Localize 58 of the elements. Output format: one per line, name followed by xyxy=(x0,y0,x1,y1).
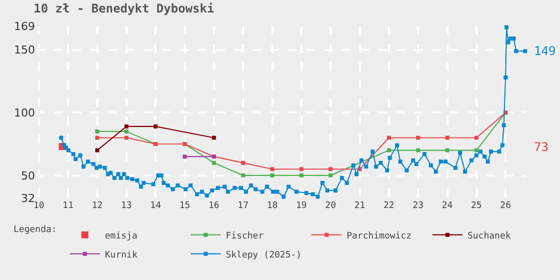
y-tick-label: 32 xyxy=(21,192,35,205)
point xyxy=(124,129,128,134)
x-tick-label: 25 xyxy=(471,201,482,211)
x-tick-label: 21 xyxy=(354,201,366,211)
point xyxy=(445,136,450,140)
point xyxy=(154,124,158,128)
x-tick-label: 23 xyxy=(412,201,424,211)
x-tick-label: 19 xyxy=(296,201,307,211)
point xyxy=(299,173,304,178)
text: 73 xyxy=(534,140,548,154)
x-tick-label: 24 xyxy=(442,201,453,211)
point xyxy=(95,148,100,152)
point xyxy=(182,154,187,159)
legend-label: emisja xyxy=(104,231,138,242)
x-tick-label: 17 xyxy=(238,201,248,211)
point xyxy=(328,167,333,172)
x-tick-label: 14 xyxy=(150,201,161,211)
point xyxy=(95,136,100,140)
y-tick-label: 50 xyxy=(21,169,35,182)
x-tick-label: 26 xyxy=(500,201,511,211)
point xyxy=(270,173,274,178)
legend-label: Suchanek xyxy=(467,231,512,242)
point xyxy=(124,124,128,128)
legend-label: Kurnik xyxy=(104,250,138,260)
legend-title: Legenda: xyxy=(14,225,57,236)
x-tick-label: 22 xyxy=(384,201,394,211)
point xyxy=(416,148,420,152)
point xyxy=(212,160,216,165)
legend-label: Sklepy (2025-) xyxy=(226,250,302,260)
point xyxy=(386,136,391,140)
x-tick-label: 11 xyxy=(62,201,74,211)
point xyxy=(474,148,478,152)
point xyxy=(95,129,100,134)
point xyxy=(241,173,246,178)
text: 149 xyxy=(534,44,556,58)
point xyxy=(270,167,274,172)
y-tick-label: 100 xyxy=(14,106,35,120)
point xyxy=(241,160,246,165)
x-tick-label: 18 xyxy=(266,201,278,211)
point xyxy=(445,148,450,152)
x-tick-label: 15 xyxy=(179,201,190,211)
point xyxy=(299,167,304,172)
x-tick-label: 16 xyxy=(208,201,220,211)
x-tick-label: 20 xyxy=(325,201,336,211)
legend-label: Parchimowicz xyxy=(346,231,412,242)
y-tick-label: 169 xyxy=(14,20,35,33)
chart-title: 10 zł - Benedykt Dybowski xyxy=(34,2,214,16)
point xyxy=(386,148,391,152)
point xyxy=(328,173,333,178)
y-tick-label: 150 xyxy=(14,44,35,57)
point xyxy=(416,136,420,140)
point xyxy=(124,136,128,140)
legend-label: Fischer xyxy=(226,231,264,242)
point xyxy=(474,136,478,140)
point xyxy=(212,136,216,140)
x-tick-label: 13 xyxy=(121,201,132,211)
x-tick-label: 12 xyxy=(92,201,103,211)
x-tick-label: 10 xyxy=(34,201,44,211)
